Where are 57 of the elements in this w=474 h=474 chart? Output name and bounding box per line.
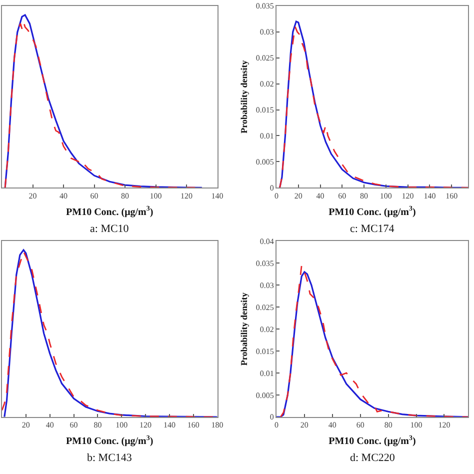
x-tick-label: 40 bbox=[46, 420, 54, 430]
x-tick-label: 60 bbox=[90, 191, 98, 200]
x-tick-label: 180 bbox=[211, 420, 224, 430]
y-tick-label: 0.03 bbox=[260, 28, 274, 37]
x-tick-label: 100 bbox=[116, 420, 128, 430]
y-tick-label: 0 bbox=[270, 412, 274, 422]
x-axis-title: PM10 Conc. (μg/m$^{3}$) bbox=[328, 434, 416, 448]
y-tick-label: 0.02 bbox=[260, 80, 274, 89]
y-tick-label: 0.035 bbox=[256, 2, 274, 11]
y-tick-label: 0.005 bbox=[256, 158, 274, 166]
text: d: MC220 bbox=[350, 452, 396, 464]
y-tick-label: 0.02 bbox=[260, 324, 274, 334]
y-tick-label: 0.01 bbox=[260, 368, 274, 378]
y-tick-label: 0.04 bbox=[260, 236, 274, 246]
x-tick-label: 80 bbox=[384, 420, 392, 430]
x-tick-label: 60 bbox=[338, 191, 346, 200]
x-tick-label: 20 bbox=[294, 191, 302, 200]
y-tick-label: 0.035 bbox=[256, 258, 274, 268]
x-tick-label: 160 bbox=[446, 191, 458, 200]
x-tick-label: 20 bbox=[22, 420, 30, 430]
x-tick-label: 80 bbox=[121, 191, 130, 200]
text: c: MC174 bbox=[350, 223, 395, 235]
x-tick-label: 40 bbox=[60, 191, 68, 200]
y-tick-label: 0.03 bbox=[260, 280, 274, 290]
x-tick-label: 80 bbox=[360, 191, 368, 200]
x-axis-title: PM10 Conc. (μg/m$^{3}$) bbox=[66, 204, 154, 218]
x-tick-label: 20 bbox=[300, 420, 308, 430]
y-tick-label: 0.01 bbox=[260, 132, 274, 141]
x-tick-label: 160 bbox=[187, 420, 200, 430]
x-tick-label: 60 bbox=[356, 420, 364, 430]
x-tick-label: 100 bbox=[150, 191, 162, 200]
x-tick-label: 120 bbox=[438, 420, 450, 430]
y-axis-title: Probability density bbox=[239, 60, 250, 134]
y-tick-label: 0.015 bbox=[256, 346, 274, 356]
x-axis-title: PM10 Conc. (μg/m$^{3}$) bbox=[328, 204, 416, 218]
y-axis-title: Probability density bbox=[239, 292, 250, 366]
x-tick-label: 120 bbox=[140, 420, 152, 430]
x-tick-label: 140 bbox=[424, 191, 436, 200]
x-tick-label: 40 bbox=[316, 191, 324, 200]
text: b: MC143 bbox=[87, 452, 132, 464]
y-tick-label: 0.025 bbox=[256, 54, 274, 63]
y-tick-label: 0.005 bbox=[256, 390, 274, 400]
y-tick-label: 0 bbox=[270, 183, 274, 192]
text: a: MC10 bbox=[90, 223, 130, 235]
x-tick-label: 100 bbox=[410, 420, 422, 430]
y-tick-label: 0.025 bbox=[256, 302, 274, 312]
x-tick-label: 20 bbox=[28, 191, 37, 200]
x-tick-label: 40 bbox=[328, 420, 336, 430]
x-tick-label: 120 bbox=[180, 191, 193, 200]
x-tick-label: 60 bbox=[70, 420, 78, 430]
x-tick-label: 140 bbox=[163, 420, 176, 430]
x-tick-label: 140 bbox=[211, 191, 224, 200]
x-tick-label: 100 bbox=[380, 191, 392, 200]
x-axis-title: PM10 Conc. (μg/m$^{3}$) bbox=[66, 434, 154, 448]
x-tick-label: 80 bbox=[94, 420, 102, 430]
y-tick-label: 0.015 bbox=[256, 106, 274, 115]
x-tick-label: 120 bbox=[402, 191, 414, 200]
